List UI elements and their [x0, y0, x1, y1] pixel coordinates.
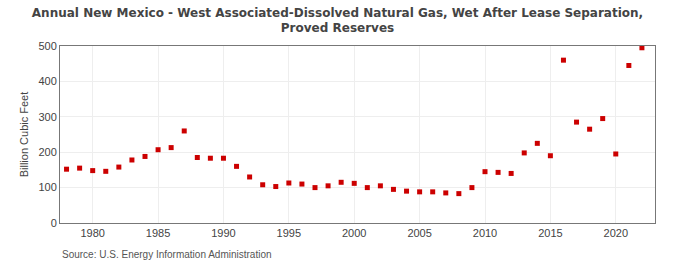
- svg-text:2005: 2005: [407, 227, 431, 239]
- svg-text:0: 0: [51, 217, 57, 229]
- svg-text:Annual New Mexico - West Assoc: Annual New Mexico - West Associated-Diss…: [32, 6, 643, 36]
- svg-text:100: 100: [38, 181, 56, 193]
- svg-text:Billion Cubic Feet: Billion Cubic Feet: [18, 92, 30, 178]
- svg-text:1990: 1990: [211, 227, 235, 239]
- svg-text:2000: 2000: [342, 227, 366, 239]
- svg-text:500: 500: [38, 40, 56, 52]
- svg-text:2010: 2010: [473, 227, 497, 239]
- svg-text:300: 300: [38, 111, 56, 123]
- svg-text:1985: 1985: [146, 227, 170, 239]
- svg-text:2020: 2020: [604, 227, 628, 239]
- svg-text:400: 400: [38, 75, 56, 87]
- svg-text:200: 200: [38, 146, 56, 158]
- svg-text:Source: U.S. Energy Informatio: Source: U.S. Energy Information Administ…: [62, 249, 272, 260]
- svg-text:1995: 1995: [277, 227, 301, 239]
- svg-text:1980: 1980: [80, 227, 104, 239]
- svg-text:2015: 2015: [538, 227, 562, 239]
